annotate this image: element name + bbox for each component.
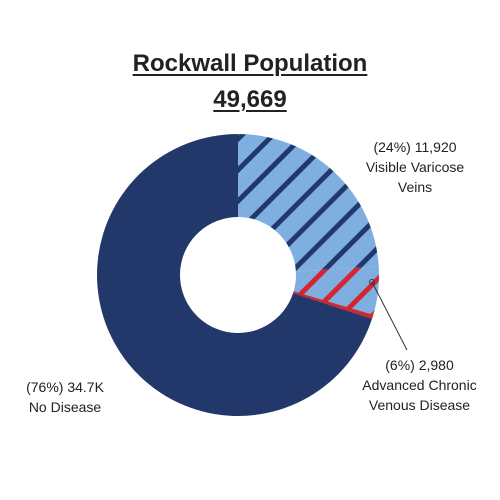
slice-label-advanced-chronic-venous-disease: (6%) 2,980 Advanced Chronic Venous Disea…: [342, 355, 497, 415]
leader-dot: [369, 279, 375, 285]
slice-label-no-disease: (76%) 34.7K No Disease: [0, 377, 130, 417]
slice-red-band: [293, 291, 374, 319]
slice-value: 11,920: [414, 139, 457, 155]
slice-name-line: Veins: [397, 179, 433, 195]
slice-pct: (24%): [373, 139, 411, 155]
slice-label-visible-varicose-veins: (24%) 11,920 Visible Varicose Veins: [340, 137, 490, 197]
slice-name-line: Visible Varicose: [365, 159, 465, 175]
slice-name-line: Venous Disease: [368, 397, 471, 413]
slice-visible-varicose-veins: [238, 134, 379, 272]
slice-advanced-chronic-venous-disease: [293, 266, 379, 319]
slice-value: 2,980: [418, 357, 454, 373]
slice-name-line: Advanced Chronic: [362, 377, 477, 393]
chart-title: Rockwall Population: [132, 50, 368, 77]
slice-value: 34.7K: [67, 379, 104, 395]
chart-subtitle: 49,669: [213, 86, 287, 113]
slice-pct: (6%): [385, 357, 415, 373]
slice-name-line: No Disease: [28, 399, 102, 415]
slice-no-disease: [97, 134, 372, 417]
leader-line: [371, 281, 408, 351]
slice-pct: (76%): [26, 379, 64, 395]
